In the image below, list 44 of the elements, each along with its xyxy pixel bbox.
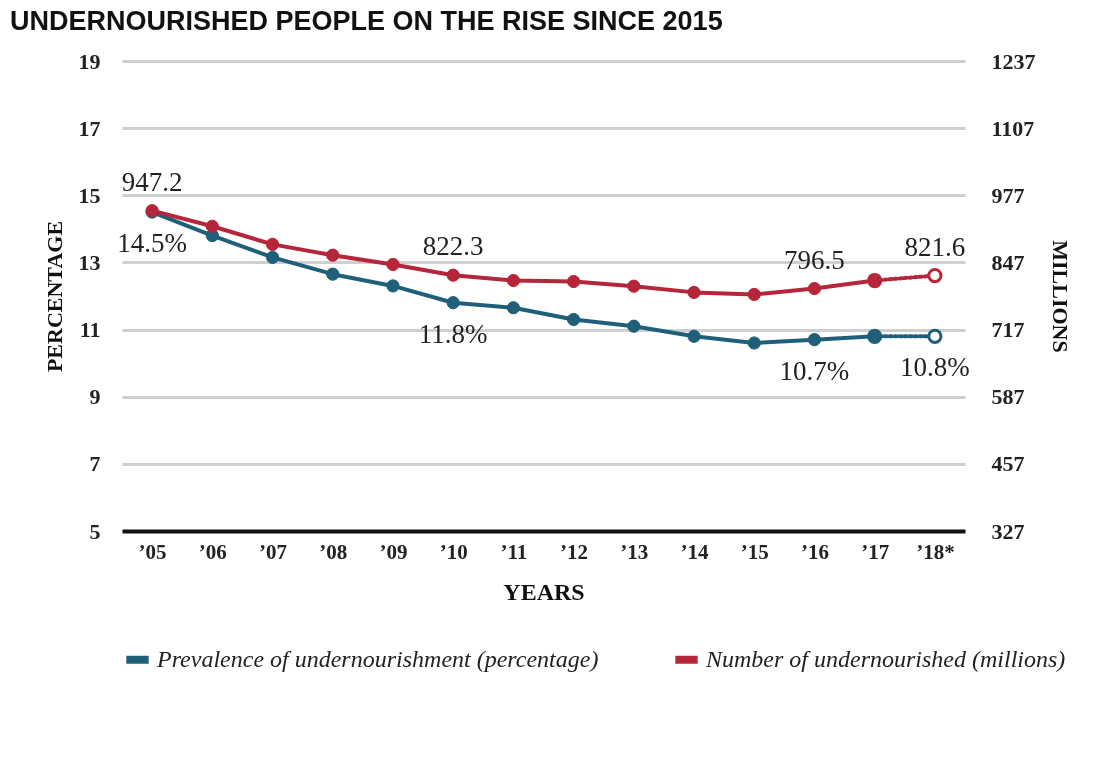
x-tick-label: ’15 (740, 539, 769, 564)
x-tick-label: ’12 (560, 539, 589, 564)
x-tick-label: ’13 (620, 539, 649, 564)
y2-tick-label: 1107 (991, 115, 1035, 141)
data-label: 822.3 (422, 231, 484, 262)
x-tick-label: ’05 (138, 539, 167, 564)
y2-tick-label: 457 (991, 451, 1025, 477)
y2-tick-label: 977 (991, 182, 1025, 208)
y2-tick-label: 847 (991, 249, 1025, 275)
y-tick-label: 13 (78, 249, 101, 275)
x-tick-label: ’11 (500, 539, 528, 564)
x-tick-label: ’10 (439, 539, 468, 564)
data-label: 796.5 (784, 244, 845, 275)
data-label: 821.6 (904, 231, 966, 262)
y-tick-label: 5 (89, 518, 101, 544)
y-tick-label: 17 (78, 115, 101, 141)
y-axis-title: PERCENTAGE (41, 220, 67, 373)
x-tick-label: ’09 (379, 539, 408, 564)
x-tick-label: ’14 (680, 539, 710, 564)
x-tick-label: ’16 (800, 539, 829, 564)
chart-title: UNDERNOURISHED PEOPLE ON THE RISE SINCE 2015 (10, 6, 723, 36)
data-label: 11.8% (418, 318, 488, 349)
x-tick-label: ’06 (198, 539, 227, 564)
y2-tick-label: 1237 (991, 48, 1036, 74)
y2-tick-label: 717 (991, 317, 1025, 343)
y2-tick-label: 327 (991, 518, 1025, 544)
data-label: 14.5% (117, 228, 187, 259)
y2-tick-label: 587 (991, 384, 1025, 410)
data-label: 947.2 (121, 166, 183, 197)
legend-label: Prevalence of undernourishment (percentage) (156, 645, 599, 672)
x-axis-title: YEARS (503, 578, 585, 605)
data-label: 10.7% (779, 355, 850, 386)
y-tick-label: 7 (89, 451, 101, 477)
x-tick-label: ’07 (259, 539, 288, 564)
data-label: 10.8% (900, 352, 970, 383)
y-tick-label: 9 (89, 384, 101, 410)
x-tick-label: ’17 (861, 539, 890, 564)
legend-label: Number of undernourished (millions) (705, 645, 1066, 672)
y2-axis-title: MILLIONS (1047, 240, 1073, 353)
y-tick-label: 15 (78, 182, 101, 208)
x-tick-label: ’08 (319, 539, 348, 564)
y-tick-label: 19 (78, 48, 101, 74)
x-tick-label: ’18* (916, 539, 955, 564)
y-tick-label: 11 (79, 317, 101, 343)
